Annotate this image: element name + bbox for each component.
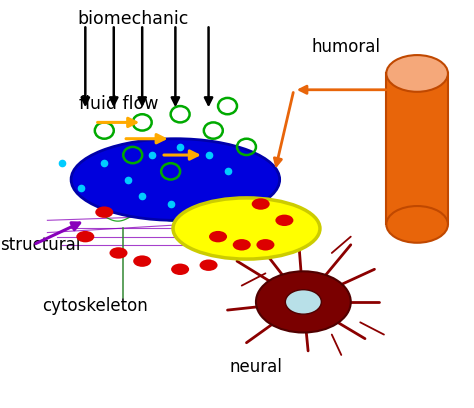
Text: fluid flow: fluid flow bbox=[79, 95, 158, 113]
Bar bbox=[386, 73, 448, 224]
Text: cytoskeleton: cytoskeleton bbox=[42, 297, 148, 315]
Text: humoral: humoral bbox=[311, 38, 381, 56]
Ellipse shape bbox=[256, 239, 274, 251]
Ellipse shape bbox=[256, 271, 351, 333]
Text: biomechanic: biomechanic bbox=[77, 10, 188, 28]
Text: stem cell: stem cell bbox=[131, 166, 220, 184]
Ellipse shape bbox=[285, 290, 321, 314]
Ellipse shape bbox=[109, 247, 128, 259]
Ellipse shape bbox=[71, 139, 280, 220]
Ellipse shape bbox=[95, 206, 113, 218]
Text: neural: neural bbox=[229, 358, 283, 376]
Ellipse shape bbox=[252, 198, 270, 210]
Ellipse shape bbox=[200, 259, 218, 271]
Ellipse shape bbox=[386, 206, 448, 243]
Ellipse shape bbox=[386, 55, 448, 92]
Text: structural: structural bbox=[0, 236, 81, 254]
Ellipse shape bbox=[76, 231, 94, 242]
Ellipse shape bbox=[275, 215, 293, 226]
Ellipse shape bbox=[133, 255, 151, 267]
Ellipse shape bbox=[173, 198, 320, 259]
Ellipse shape bbox=[209, 231, 227, 242]
Ellipse shape bbox=[171, 264, 189, 275]
Ellipse shape bbox=[233, 239, 251, 251]
Text: hub cells: hub cells bbox=[205, 217, 288, 235]
